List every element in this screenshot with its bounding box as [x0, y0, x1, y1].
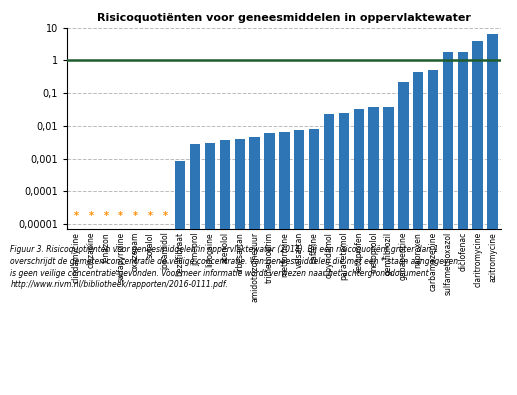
Bar	[175, 161, 186, 395]
Bar	[205, 143, 215, 395]
Text: *: *	[88, 211, 94, 222]
Bar	[324, 114, 334, 395]
Bar	[354, 109, 364, 395]
Text: *: *	[73, 211, 79, 222]
Title: Risicoquotiënten voor geneesmiddelen in oppervlaktewater: Risicoquotiënten voor geneesmiddelen in …	[97, 13, 472, 23]
Bar	[190, 145, 200, 395]
Text: Figuur 3. Risicoquotiënten voor geneesmiddelen in oppervlaktewater (2014). Bij e: Figuur 3. Risicoquotiënten voor geneesmi…	[10, 245, 461, 289]
Bar	[473, 41, 483, 395]
Bar	[235, 139, 245, 395]
Bar	[264, 133, 275, 395]
Bar	[220, 139, 230, 395]
Bar	[309, 129, 320, 395]
Text: *: *	[148, 211, 153, 222]
Bar	[413, 72, 423, 395]
Bar	[294, 130, 305, 395]
Bar	[488, 34, 498, 395]
Bar	[339, 113, 349, 395]
Bar	[398, 82, 408, 395]
Text: *: *	[163, 211, 168, 222]
Bar	[249, 137, 260, 395]
Text: *: *	[133, 211, 138, 222]
Bar	[383, 107, 393, 395]
Bar	[458, 52, 468, 395]
Text: *: *	[103, 211, 109, 222]
Bar	[369, 107, 379, 395]
Bar	[443, 52, 453, 395]
Text: *: *	[118, 211, 123, 222]
Bar	[428, 70, 438, 395]
Bar	[279, 132, 290, 395]
